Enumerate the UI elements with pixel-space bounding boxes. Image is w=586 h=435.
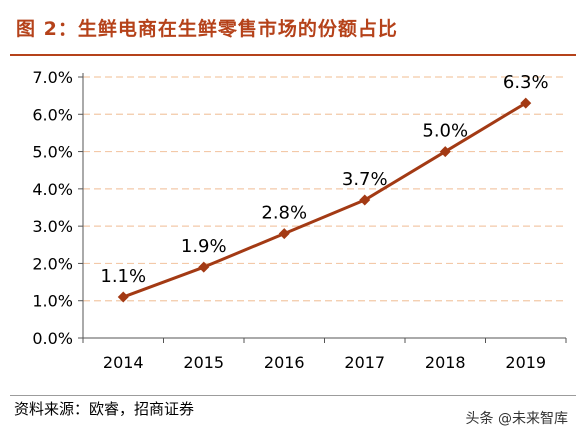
series-line xyxy=(122,101,527,299)
x-tick-label: 2018 xyxy=(425,353,466,372)
data-label: 3.7% xyxy=(342,169,388,190)
data-point xyxy=(520,97,532,109)
title-rule xyxy=(10,54,576,56)
data-label: 6.3% xyxy=(503,72,549,93)
y-tick-label: 5.0% xyxy=(32,143,73,162)
data-point xyxy=(359,194,371,206)
footer-rule xyxy=(10,395,576,396)
data-label: 1.9% xyxy=(181,236,227,257)
data-labels: 1.1% 1.9% 2.8% 3.7% 5.0% 6.3% xyxy=(100,72,548,287)
data-point xyxy=(198,261,210,273)
chart-title: 图 2：生鲜电商在生鲜零售市场的份额占比 xyxy=(16,18,398,40)
source-note: 资料来源：欧睿，招商证券 xyxy=(14,400,195,418)
grid-lines xyxy=(83,76,566,302)
y-tick-label: 6.0% xyxy=(32,105,73,124)
data-label: 1.1% xyxy=(100,266,146,287)
data-point xyxy=(278,228,290,240)
watermark: 头条 @未来智库 xyxy=(465,411,568,427)
y-tick-label: 2.0% xyxy=(32,254,73,273)
data-point xyxy=(117,291,129,303)
x-tick-label: 2016 xyxy=(264,353,305,372)
axes xyxy=(82,73,566,339)
x-tick-label: 2014 xyxy=(103,353,144,372)
y-tick-label: 3.0% xyxy=(32,217,73,236)
y-tick-label: 4.0% xyxy=(32,180,73,199)
series-line-path xyxy=(122,101,527,299)
data-points xyxy=(117,97,532,303)
y-tick-label: 0.0% xyxy=(32,329,73,348)
x-tick-label: 2019 xyxy=(505,353,546,372)
data-label: 5.0% xyxy=(422,121,468,142)
data-label: 2.8% xyxy=(261,203,307,224)
y-tick-label: 7.0% xyxy=(32,68,73,87)
x-axis-ticks: 2014 2015 2016 2017 2018 2019 xyxy=(82,338,567,372)
x-tick-label: 2017 xyxy=(344,353,385,372)
data-point xyxy=(439,146,451,158)
x-tick-label: 2015 xyxy=(183,353,224,372)
y-axis-ticks: 0.0% 1.0% 2.0% 3.0% 4.0% 5.0% 6.0% 7.0% xyxy=(32,68,83,348)
y-tick-label: 1.0% xyxy=(32,292,73,311)
